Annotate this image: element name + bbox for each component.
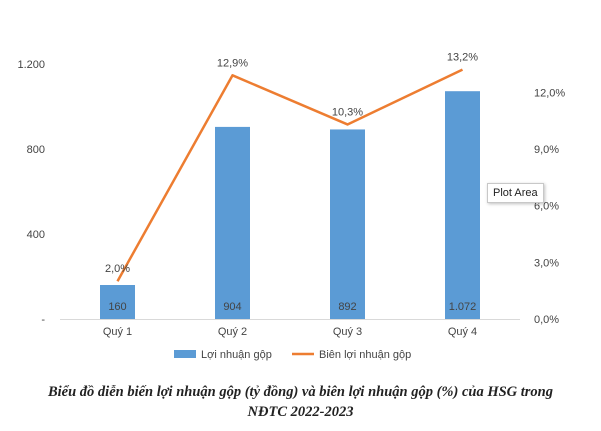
caption-line-2: NĐTC 2022-2023 xyxy=(247,404,354,420)
x-tick-label: Quý 3 xyxy=(333,326,362,338)
bar-data-label: 904 xyxy=(223,301,241,313)
bar xyxy=(330,129,365,319)
bar xyxy=(445,91,480,319)
line-data-label: 12,9% xyxy=(217,57,248,69)
plot-area-tooltip: Plot Area xyxy=(487,183,544,203)
caption-line-1: Biểu đồ diễn biến lợi nhuận gộp (tỷ đồng… xyxy=(47,384,553,400)
legend-label-line: Biên lợi nhuận gộp xyxy=(319,349,411,361)
legend-label-bar: Lợi nhuận gộp xyxy=(201,349,272,361)
legend-swatch-bar xyxy=(174,350,196,358)
y-right-tick-label: 9,0% xyxy=(534,144,559,156)
line-series: 2,0% 12,9% 10,3% 13,2% xyxy=(105,52,478,282)
bar-series: 160 904 892 1.072 xyxy=(100,91,480,320)
line-data-label: 13,2% xyxy=(447,52,478,64)
series-line xyxy=(116,68,464,282)
x-tick-label: Quý 4 xyxy=(448,326,477,338)
x-tick-label: Quý 1 xyxy=(103,326,132,338)
y-axis-right: 0,0% 3,0% 6,0% 9,0% 12,0% xyxy=(534,87,565,326)
y-right-tick-label: 6,0% xyxy=(534,201,559,213)
y-left-tick-label: 1.200 xyxy=(17,59,45,71)
bar xyxy=(215,126,250,320)
y-right-tick-label: 3,0% xyxy=(534,257,559,269)
y-right-tick-label: 12,0% xyxy=(534,87,565,99)
bar-data-label: 160 xyxy=(108,301,126,313)
legend: Lợi nhuận gộp Biên lợi nhuận gộp xyxy=(174,349,411,361)
combo-chart: - 400 800 1.200 0,0% 3,0% 6,0% 9,0% 12,0% 160 90… xyxy=(17,52,565,361)
y-left-tick-label: - xyxy=(41,314,45,326)
y-axis-left: - 400 800 1.200 xyxy=(17,59,45,326)
line-data-label: 10,3% xyxy=(332,106,363,118)
x-tick-label: Quý 2 xyxy=(218,326,247,338)
y-right-tick-label: 0,0% xyxy=(534,314,559,326)
y-left-tick-label: 800 xyxy=(27,144,45,156)
bar-data-label: 892 xyxy=(338,301,356,313)
bar xyxy=(100,285,135,319)
line-data-label: 2,0% xyxy=(105,263,130,275)
chart-caption: Biểu đồ diễn biến lợi nhuận gộp (tỷ đồng… xyxy=(0,382,601,422)
y-left-tick-label: 400 xyxy=(27,229,45,241)
x-axis: Quý 1 Quý 2 Quý 3 Quý 4 xyxy=(103,326,477,338)
bar-data-label: 1.072 xyxy=(449,301,477,313)
